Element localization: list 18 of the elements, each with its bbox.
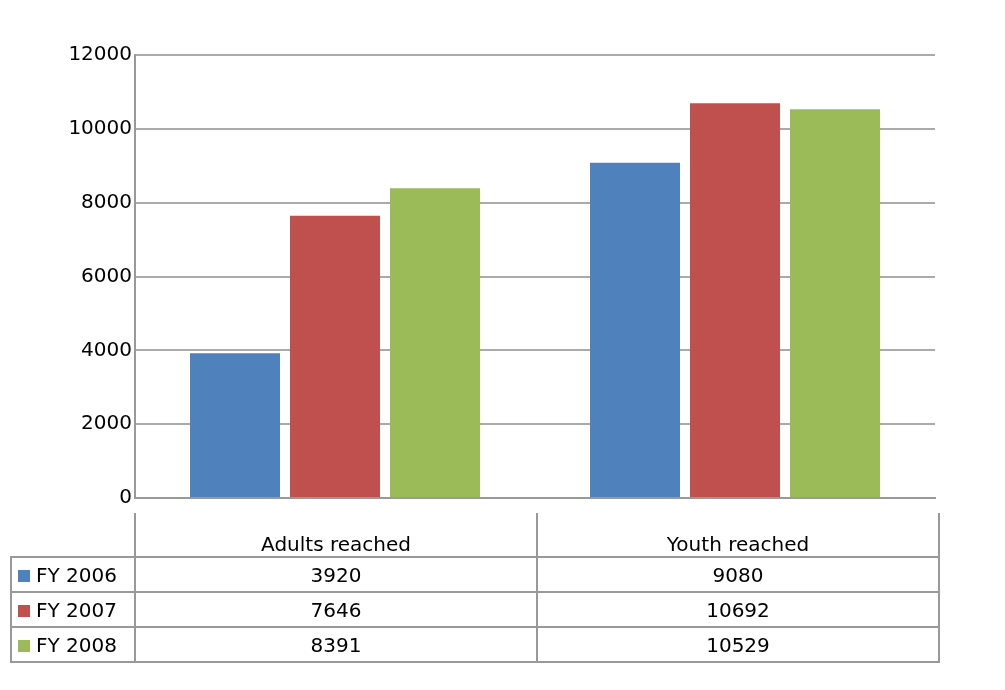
y-tick-label: 8000 xyxy=(81,188,132,213)
legend-label: FY 2006 xyxy=(11,557,135,592)
x-tick-label: Youth reached xyxy=(537,513,939,557)
y-tick-label: 6000 xyxy=(81,262,132,287)
data-label: 7646 xyxy=(135,592,537,627)
y-tick-label: 4000 xyxy=(81,336,132,361)
y-tick-label: 2000 xyxy=(81,410,132,435)
data-label: 10529 xyxy=(537,627,939,662)
data-label: 8391 xyxy=(135,627,537,662)
data-label: 9080 xyxy=(537,557,939,592)
data-label: 10692 xyxy=(537,592,939,627)
legend-label: FY 2008 xyxy=(11,627,135,662)
legend-label: FY 2007 xyxy=(11,592,135,627)
data-label: 3920 xyxy=(135,557,537,592)
y-tick-label: 12000 xyxy=(68,41,132,66)
y-tick-label: 10000 xyxy=(68,115,132,140)
y-tick-label: 0 xyxy=(119,484,132,509)
x-tick-label: Adults reached xyxy=(135,513,537,557)
